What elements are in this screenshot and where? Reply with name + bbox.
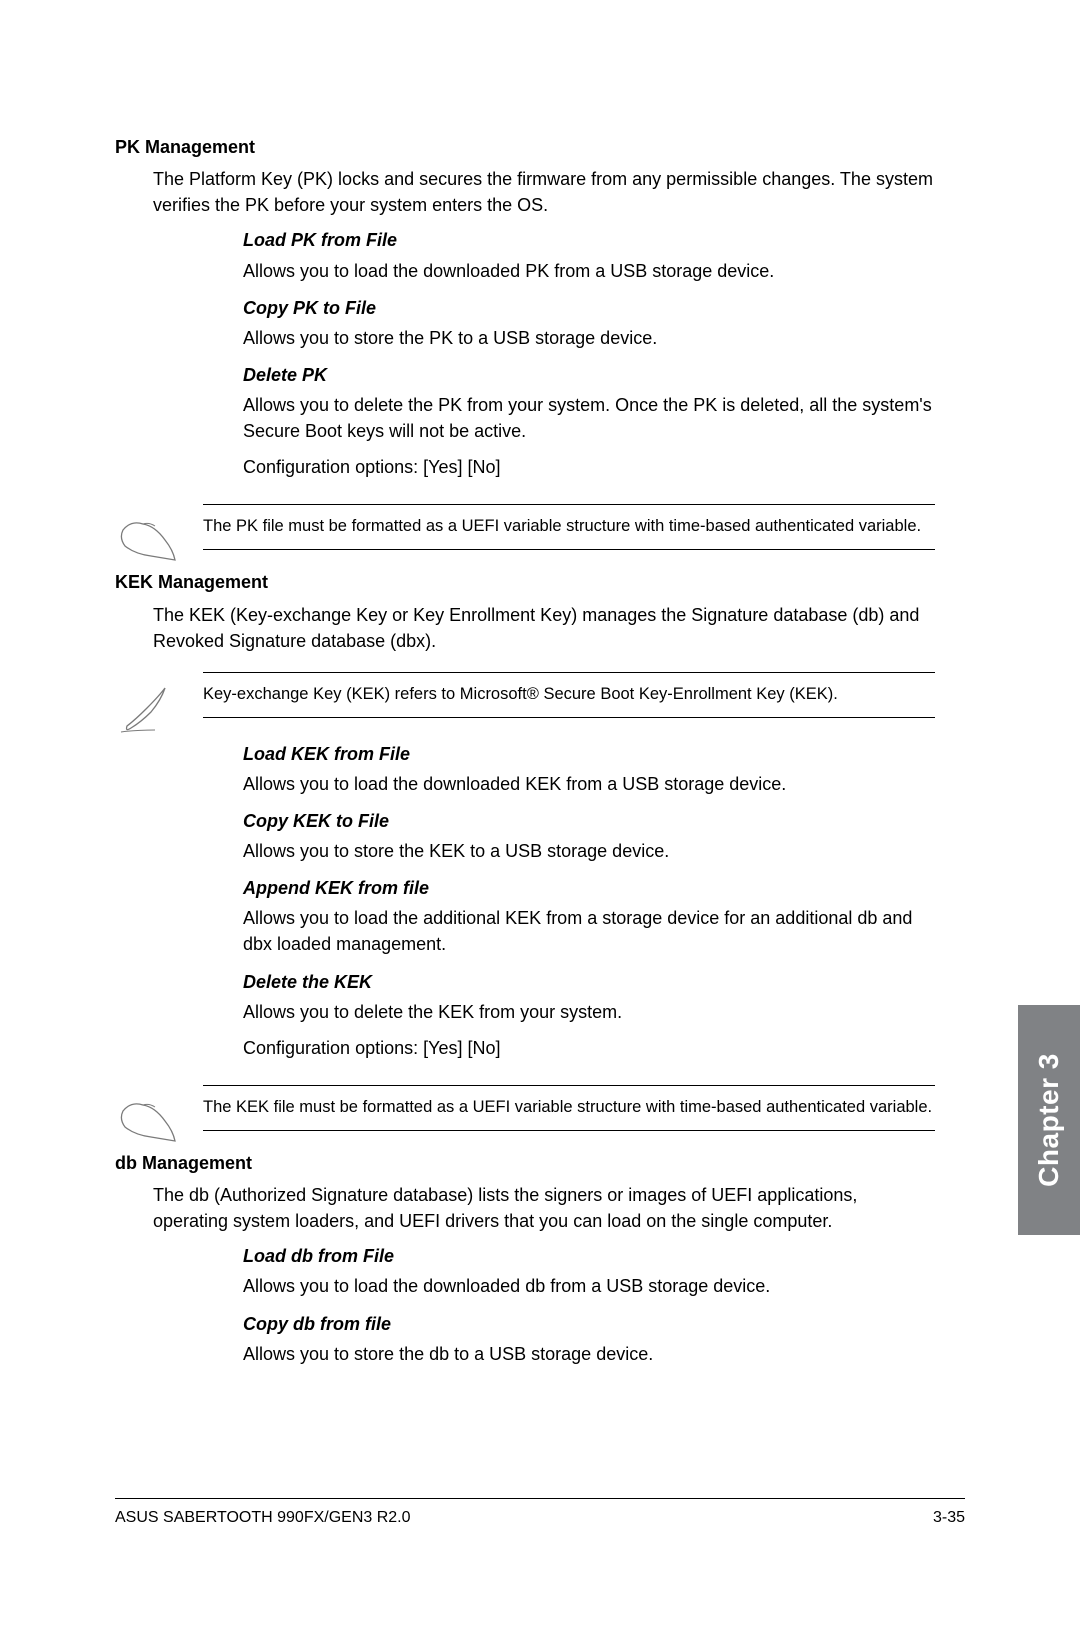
db-heading: db Management	[115, 1151, 935, 1176]
pk-copy-title: Copy PK to File	[115, 296, 935, 321]
note-rule-bottom	[203, 717, 935, 718]
pen-icon	[115, 680, 185, 735]
pk-delete-desc: Allows you to delete the PK from your sy…	[115, 392, 935, 444]
pk-copy-desc: Allows you to store the PK to a USB stor…	[115, 325, 935, 351]
kek-delete-desc: Allows you to delete the KEK from your s…	[115, 999, 935, 1025]
content-column: PK Management The Platform Key (PK) lock…	[115, 135, 935, 1367]
kek-append-title: Append KEK from file	[115, 876, 935, 901]
kek-intro: The KEK (Key-exchange Key or Key Enrollm…	[115, 602, 935, 654]
db-copy-desc: Allows you to store the db to a USB stor…	[115, 1341, 935, 1367]
kek-heading: KEK Management	[115, 570, 935, 595]
footer-rule	[115, 1498, 965, 1499]
page-footer: ASUS SABERTOOTH 990FX/GEN3 R2.0 3-35	[115, 1498, 965, 1527]
pk-intro: The Platform Key (PK) locks and secures …	[115, 166, 935, 218]
db-load-desc: Allows you to load the downloaded db fro…	[115, 1273, 935, 1299]
pk-heading: PK Management	[115, 135, 935, 160]
pk-delete-title: Delete PK	[115, 363, 935, 388]
pk-load-title: Load PK from File	[115, 228, 935, 253]
kek-note-top: Key-exchange Key (KEK) refers to Microso…	[115, 672, 935, 718]
footer-model: ASUS SABERTOOTH 990FX/GEN3 R2.0	[115, 1509, 411, 1527]
note-rule-bottom	[203, 1130, 935, 1131]
db-load-title: Load db from File	[115, 1244, 935, 1269]
kek-delete-title: Delete the KEK	[115, 970, 935, 995]
kek-copy-title: Copy KEK to File	[115, 809, 935, 834]
kek-append-desc: Allows you to load the additional KEK fr…	[115, 905, 935, 957]
db-intro: The db (Authorized Signature database) l…	[115, 1182, 935, 1234]
pk-config: Configuration options: [Yes] [No]	[115, 454, 935, 480]
kek-load-desc: Allows you to load the downloaded KEK fr…	[115, 771, 935, 797]
pk-note-text: The PK file must be formatted as a UEFI …	[203, 505, 935, 549]
footer-page-number: 3-35	[933, 1509, 965, 1527]
kek-load-title: Load KEK from File	[115, 742, 935, 767]
kek-note-bottom: The KEK file must be formatted as a UEFI…	[115, 1085, 935, 1131]
kek-copy-desc: Allows you to store the KEK to a USB sto…	[115, 838, 935, 864]
kek-note-bottom-text: The KEK file must be formatted as a UEFI…	[203, 1086, 935, 1130]
kek-note-top-text: Key-exchange Key (KEK) refers to Microso…	[203, 673, 935, 717]
pk-note: The PK file must be formatted as a UEFI …	[115, 504, 935, 550]
db-copy-title: Copy db from file	[115, 1312, 935, 1337]
hand-icon	[115, 512, 185, 567]
hand-icon	[115, 1093, 185, 1148]
chapter-tab: Chapter 3	[1018, 1005, 1080, 1235]
page: PK Management The Platform Key (PK) lock…	[0, 0, 1080, 1627]
kek-config: Configuration options: [Yes] [No]	[115, 1035, 935, 1061]
pk-load-desc: Allows you to load the downloaded PK fro…	[115, 258, 935, 284]
chapter-tab-text: Chapter 3	[1033, 1053, 1065, 1187]
note-rule-bottom	[203, 549, 935, 550]
